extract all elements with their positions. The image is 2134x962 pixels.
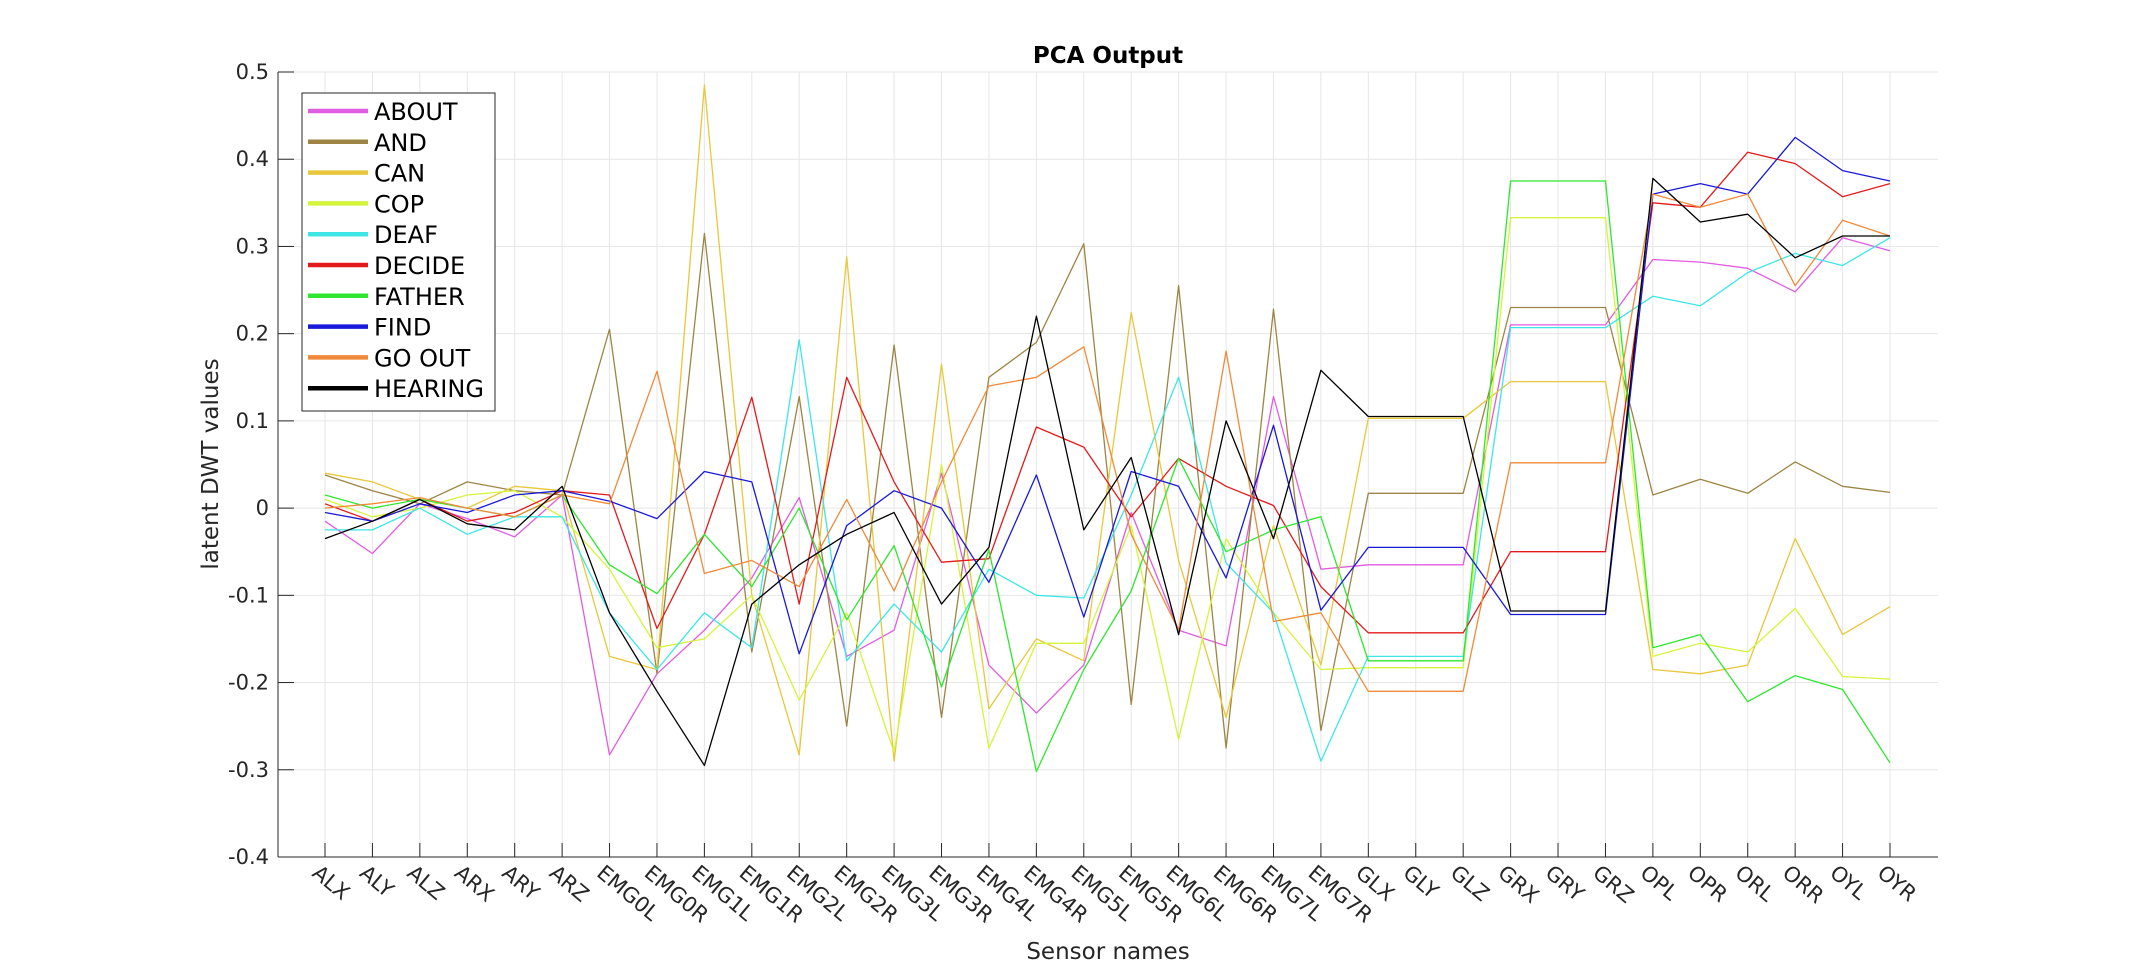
legend-label-father: FATHER [374,283,465,311]
y-tick-label: -0.3 [228,758,269,782]
plot-area [278,72,1938,857]
y-tick-label: 0.1 [236,409,269,433]
series-line-hearing [324,177,1890,767]
series-line-cop [324,217,1891,753]
legend-label-deaf: DEAF [374,221,438,249]
legend-label-cop: COP [374,190,424,218]
legend-label-hearing: HEARING [374,375,484,403]
x-axis-title: Sensor names [1026,939,1189,962]
y-tick-label: 0.2 [236,322,269,346]
y-tick-label: 0.3 [236,234,269,258]
axes [277,71,1938,858]
legend-label-about: ABOUT [374,98,458,126]
y-axis-title: latent DWT values [198,358,224,569]
series-line-decide [324,151,1891,634]
y-tick-label: 0 [256,496,269,520]
y-tick-label: 0.4 [236,147,269,171]
series-line-can [324,84,1891,762]
series-line-about [324,237,1891,756]
legend-label-can: CAN [374,160,425,188]
series-line-deaf [325,237,1891,762]
series-line-father [324,180,1891,773]
series-lines [324,84,1891,773]
legend-label-and: AND [374,129,427,157]
y-tick-label: -0.4 [228,845,269,869]
y-tick-label: 0.5 [236,60,269,84]
y-tick-label: -0.1 [228,583,269,607]
series-line-go-out [324,193,1891,692]
legend-label-find: FIND [374,314,431,342]
chart-title: PCA Output [1033,43,1183,69]
legend-label-decide: DECIDE [374,252,465,280]
y-tick-label: -0.2 [228,671,269,695]
legend-label-go-out: GO OUT [374,344,471,372]
series-line-find [324,136,1891,655]
